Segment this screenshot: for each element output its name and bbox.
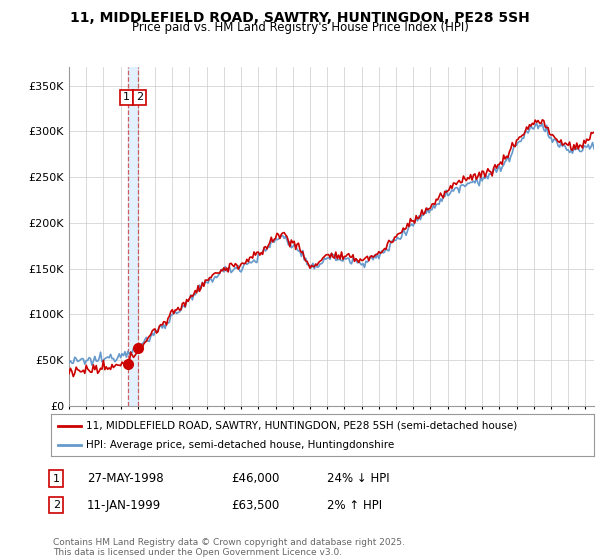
Text: 2% ↑ HPI: 2% ↑ HPI (327, 498, 382, 512)
Text: 1: 1 (123, 92, 130, 102)
Bar (128, 67, 139, 406)
Text: 11, MIDDLEFIELD ROAD, SAWTRY, HUNTINGDON, PE28 5SH (semi-detached house): 11, MIDDLEFIELD ROAD, SAWTRY, HUNTINGDON… (86, 421, 518, 431)
Text: £46,000: £46,000 (231, 472, 280, 486)
Text: £63,500: £63,500 (231, 498, 279, 512)
Text: 11, MIDDLEFIELD ROAD, SAWTRY, HUNTINGDON, PE28 5SH: 11, MIDDLEFIELD ROAD, SAWTRY, HUNTINGDON… (70, 11, 530, 25)
Text: 24% ↓ HPI: 24% ↓ HPI (327, 472, 389, 486)
Text: 2: 2 (53, 500, 60, 510)
Text: HPI: Average price, semi-detached house, Huntingdonshire: HPI: Average price, semi-detached house,… (86, 440, 395, 450)
Text: 11-JAN-1999: 11-JAN-1999 (87, 498, 161, 512)
Text: Price paid vs. HM Land Registry's House Price Index (HPI): Price paid vs. HM Land Registry's House … (131, 21, 469, 34)
Text: Contains HM Land Registry data © Crown copyright and database right 2025.
This d: Contains HM Land Registry data © Crown c… (53, 538, 404, 557)
Text: 1: 1 (53, 474, 60, 484)
Text: 27-MAY-1998: 27-MAY-1998 (87, 472, 164, 486)
Text: 2: 2 (136, 92, 143, 102)
